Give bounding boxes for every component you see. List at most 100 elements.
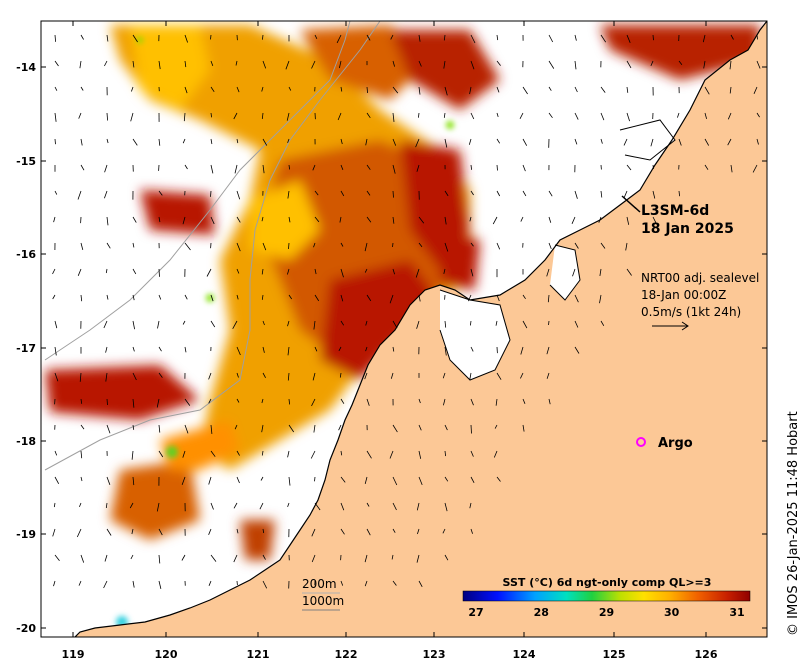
current-vector <box>470 242 474 247</box>
current-vector <box>232 320 238 329</box>
current-vector <box>52 528 56 537</box>
current-vector <box>546 268 550 277</box>
current-vector <box>287 372 290 381</box>
title-pointer <box>621 195 641 213</box>
current-vector <box>340 86 343 92</box>
current-vector <box>598 216 602 223</box>
current-vector <box>288 294 293 300</box>
current-vector <box>158 450 164 458</box>
current-vector <box>469 86 472 95</box>
current-vector <box>182 138 186 144</box>
current-vector <box>704 86 710 95</box>
current-vector <box>210 216 215 225</box>
current-vector <box>236 216 241 223</box>
current-vector <box>184 242 191 251</box>
current-vector <box>519 112 524 119</box>
current-vector <box>574 294 579 303</box>
current-vector <box>314 216 320 223</box>
current-vector <box>53 580 56 587</box>
current-vector <box>415 268 420 278</box>
current-vector <box>234 164 238 174</box>
current-vector <box>54 320 58 329</box>
current-vector <box>492 216 498 225</box>
current-vector <box>340 294 344 302</box>
current-vector <box>338 346 342 352</box>
current-vector <box>104 554 108 562</box>
current-vector <box>210 138 213 145</box>
current-vector <box>106 216 109 226</box>
current-vector <box>442 372 446 379</box>
current-vector <box>339 372 342 378</box>
current-vector <box>366 190 371 196</box>
current-vector <box>418 112 420 118</box>
current-vector <box>311 528 316 537</box>
x-axis-labels: 119 120 121 122 123 124 125 126 <box>62 648 718 661</box>
current-vector <box>366 112 371 119</box>
current-vector <box>210 554 217 562</box>
current-vector <box>340 502 345 511</box>
current-vector <box>626 216 630 225</box>
y-tick-label: -20 <box>16 622 36 635</box>
current-vector <box>415 138 420 148</box>
current-vector <box>572 268 576 277</box>
current-vector <box>626 34 631 43</box>
current-vector <box>496 242 501 250</box>
current-vector <box>287 138 290 144</box>
current-vector <box>548 60 555 69</box>
current-vector <box>496 112 499 118</box>
current-vector <box>522 138 528 146</box>
current-vector <box>287 346 290 356</box>
current-vector <box>210 60 214 67</box>
current-vector <box>210 294 214 302</box>
current-vector <box>287 450 290 458</box>
current-vector <box>80 398 83 404</box>
current-vector <box>261 398 264 404</box>
current-vector <box>52 294 56 300</box>
current-vector <box>287 268 290 275</box>
current-vector <box>54 346 57 356</box>
current-vector <box>574 60 577 70</box>
current-vector <box>470 60 475 70</box>
current-vector <box>520 346 524 355</box>
current-vector <box>340 398 345 404</box>
current-vector <box>468 138 472 145</box>
current-vector <box>470 112 475 120</box>
current-vector <box>233 502 238 509</box>
current-vector <box>158 294 162 300</box>
current-vector <box>261 268 264 275</box>
current-vector <box>470 476 475 483</box>
current-vector <box>392 502 397 511</box>
current-vector <box>522 320 528 329</box>
current-vector <box>366 34 371 41</box>
current-vector <box>496 164 498 171</box>
current-vector <box>79 502 82 508</box>
current-vector <box>364 554 368 563</box>
current-vector <box>392 164 396 174</box>
current-vector <box>131 86 134 92</box>
current-vector <box>131 450 134 460</box>
current-vector <box>366 528 371 536</box>
current-vector <box>54 138 56 145</box>
colorbar-ticks: 27 28 29 30 31 <box>468 606 744 619</box>
current-vector <box>54 372 59 382</box>
current-vector <box>262 346 265 353</box>
x-tick-label: 125 <box>603 648 626 661</box>
current-vector <box>288 476 291 486</box>
colorbar-tick-label: 28 <box>534 606 549 619</box>
current-vector <box>704 138 710 146</box>
current-vector <box>418 60 422 67</box>
current-vector <box>210 112 212 118</box>
current-vector <box>131 528 134 535</box>
current-vector <box>495 320 498 326</box>
current-vector <box>392 112 395 122</box>
current-vector <box>652 164 654 170</box>
current-vector <box>520 372 524 379</box>
current-vector <box>104 60 108 67</box>
current-vector <box>311 60 316 69</box>
current-vector <box>470 398 474 406</box>
current-vector <box>129 502 134 509</box>
current-vector <box>287 190 290 199</box>
current-vector <box>366 294 372 302</box>
current-vector <box>236 190 241 200</box>
colorbar-tick-label: 31 <box>729 606 744 619</box>
